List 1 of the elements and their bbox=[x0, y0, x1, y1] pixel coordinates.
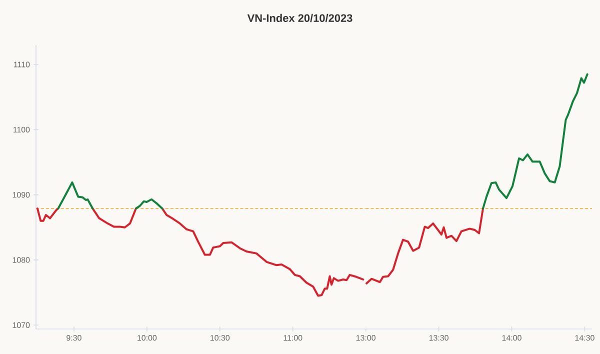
chart-title: VN-Index 20/10/2023 bbox=[247, 14, 352, 22]
